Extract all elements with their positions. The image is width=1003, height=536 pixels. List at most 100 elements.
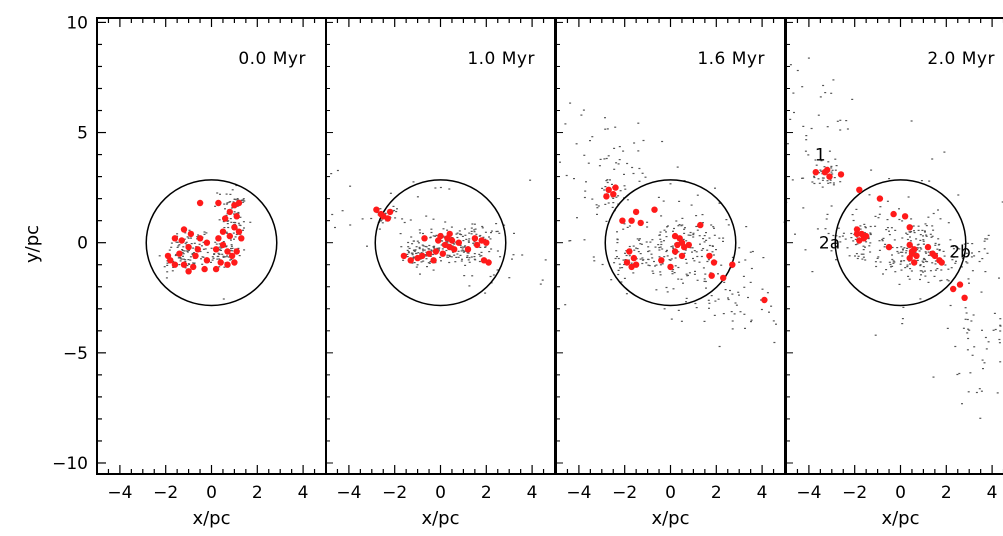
- gas-particle: [468, 232, 471, 234]
- gas-particle: [775, 323, 777, 325]
- gas-particle: [811, 271, 814, 273]
- gas-particle: [859, 228, 862, 230]
- star-point: [860, 235, 868, 242]
- star-point: [837, 171, 845, 178]
- gas-particle: [490, 248, 493, 250]
- gas-particle: [439, 186, 442, 189]
- gas-particle: [620, 281, 623, 283]
- gas-particle: [541, 279, 544, 281]
- gas-particle: [181, 251, 184, 254]
- gas-particle: [706, 260, 709, 263]
- star-point: [215, 235, 222, 242]
- gas-particle: [481, 225, 484, 228]
- gas-particle: [680, 278, 683, 280]
- gas-particle: [583, 239, 586, 241]
- gas-particle: [617, 257, 620, 260]
- star-point: [215, 199, 222, 207]
- gas-particle: [610, 279, 613, 281]
- gas-particle: [411, 254, 414, 256]
- gas-particle: [429, 261, 432, 263]
- star-point: [812, 169, 819, 176]
- star-point: [231, 224, 238, 231]
- gas-particle: [791, 179, 794, 181]
- gas-particle: [894, 229, 897, 231]
- star-point: [911, 259, 918, 266]
- gas-particle: [470, 230, 473, 232]
- gas-particle: [667, 225, 669, 227]
- gas-particle: [406, 256, 409, 258]
- star-point: [885, 243, 893, 251]
- gas-particle: [695, 307, 698, 309]
- gas-particle: [909, 240, 912, 242]
- gas-particle: [419, 232, 422, 234]
- gas-particle: [651, 239, 654, 241]
- gas-particle: [934, 263, 937, 265]
- gas-particle: [605, 220, 608, 222]
- gas-particle: [815, 164, 818, 166]
- gas-particle: [708, 244, 711, 247]
- gas-particle: [702, 267, 705, 269]
- gas-particle: [910, 120, 913, 122]
- star-point: [706, 252, 713, 260]
- gas-particle: [924, 270, 926, 272]
- gas-particle: [237, 199, 240, 201]
- gas-particle: [417, 252, 420, 254]
- gas-particle: [832, 182, 835, 184]
- gas-particle: [766, 292, 769, 294]
- gas-particle: [630, 262, 633, 264]
- gas-particle: [381, 222, 384, 224]
- gas-particle: [901, 255, 904, 257]
- gas-particle: [184, 260, 187, 263]
- gas-particle: [881, 240, 884, 242]
- gas-particle: [760, 299, 762, 301]
- cluster-label: 1: [815, 146, 826, 166]
- gas-particle: [964, 307, 967, 309]
- x-tick-label: 0: [665, 483, 676, 503]
- gas-particle: [201, 256, 204, 258]
- gas-particle: [744, 327, 746, 329]
- gas-particle: [940, 279, 943, 281]
- gas-particle: [216, 192, 219, 194]
- reference-circle: [145, 179, 278, 307]
- gas-particle: [384, 213, 387, 215]
- gas-particle: [192, 262, 195, 264]
- gas-particle: [220, 247, 223, 249]
- gas-particle: [745, 226, 748, 228]
- gas-particle: [874, 215, 877, 217]
- gas-particle: [623, 173, 625, 175]
- gas-particle: [706, 249, 709, 251]
- gas-particle: [762, 257, 765, 259]
- star-point: [233, 213, 240, 220]
- gas-particle: [432, 235, 435, 237]
- gas-particle: [227, 220, 230, 222]
- gas-particle: [663, 256, 666, 258]
- x-axis-label: x/pc: [651, 508, 689, 529]
- gas-particle: [967, 391, 970, 393]
- gas-particle: [742, 275, 745, 277]
- star-point: [485, 259, 492, 266]
- gas-particle: [648, 265, 651, 267]
- gas-particle: [839, 119, 842, 121]
- x-tick-label: −4: [107, 483, 132, 503]
- star-point: [212, 246, 220, 253]
- gas-particle: [466, 256, 468, 258]
- gas-particle: [616, 238, 619, 240]
- gas-particle: [921, 260, 924, 262]
- gas-particle: [624, 188, 627, 190]
- gas-particle: [879, 206, 882, 208]
- gas-particle: [931, 158, 934, 160]
- star-point: [203, 257, 211, 264]
- gas-particle: [191, 253, 194, 255]
- gas-particle: [978, 388, 981, 390]
- star-point: [190, 263, 197, 271]
- gas-particle: [639, 243, 642, 245]
- gas-particle: [807, 57, 810, 59]
- gas-particle: [433, 247, 436, 249]
- gas-particle: [890, 227, 893, 229]
- gas-particle: [242, 198, 245, 200]
- gas-particle: [237, 222, 240, 224]
- gas-particle: [727, 297, 729, 299]
- gas-particle: [411, 253, 414, 255]
- gas-particle: [954, 345, 957, 348]
- gas-particle: [235, 199, 238, 201]
